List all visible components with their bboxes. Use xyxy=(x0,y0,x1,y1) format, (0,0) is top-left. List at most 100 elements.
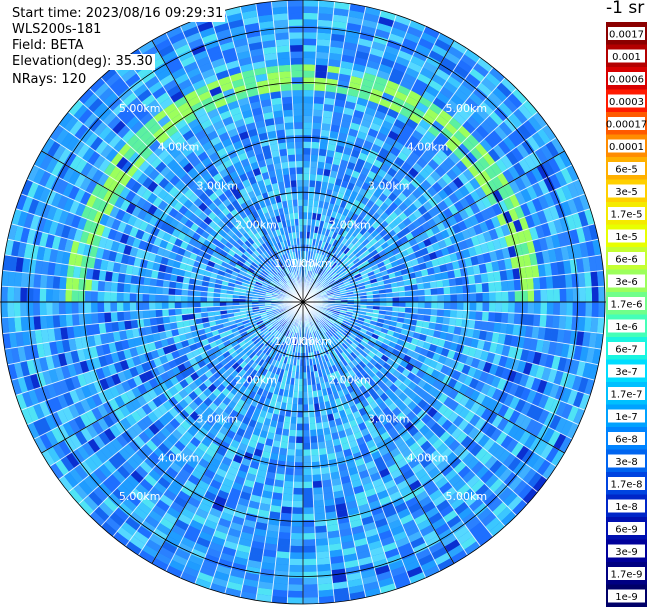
beta-cell xyxy=(453,212,464,224)
beta-cell xyxy=(343,247,351,255)
beta-cell xyxy=(303,135,312,142)
beta-cell xyxy=(486,192,498,206)
beta-cell xyxy=(333,151,343,160)
beta-cell xyxy=(342,278,350,284)
beta-cell xyxy=(439,86,454,100)
beta-cell xyxy=(360,302,367,306)
beta-cell xyxy=(500,223,511,237)
beta-cell xyxy=(431,154,444,166)
beta-cell xyxy=(433,265,441,274)
beta-cell xyxy=(491,176,504,190)
beta-cell xyxy=(303,244,306,251)
beta-cell xyxy=(358,152,369,162)
beta-cell xyxy=(174,288,182,296)
beta-cell xyxy=(446,244,456,255)
beta-cell xyxy=(347,261,355,269)
beta-cell xyxy=(414,270,423,278)
beta-cell xyxy=(39,288,47,302)
beta-cell xyxy=(448,317,457,327)
beta-cell xyxy=(418,37,435,51)
beta-cell xyxy=(289,552,303,559)
beta-cell xyxy=(393,156,405,167)
beta-cell xyxy=(540,144,554,161)
beta-cell xyxy=(527,116,543,133)
beta-cell xyxy=(462,284,470,294)
beta-cell xyxy=(318,247,324,255)
beta-cell xyxy=(438,109,453,123)
beta-cell xyxy=(529,226,539,241)
beta-cell xyxy=(366,302,374,306)
beta-cell xyxy=(480,320,489,332)
beta-cell xyxy=(516,255,525,268)
beta-cell xyxy=(325,287,332,292)
beta-cell xyxy=(330,253,337,261)
beta-cell xyxy=(371,212,381,221)
beta-cell xyxy=(315,538,329,546)
beta-cell xyxy=(585,347,595,364)
beta-cell xyxy=(149,309,157,319)
beta-cell xyxy=(323,201,330,210)
beta-cell xyxy=(325,265,332,273)
beta-cell xyxy=(488,302,496,313)
beta-cell xyxy=(46,302,53,316)
beta-cell xyxy=(464,205,475,218)
beta-cell xyxy=(123,302,130,312)
beta-cell xyxy=(422,190,433,201)
beta-cell xyxy=(303,147,312,155)
beta-cell xyxy=(493,106,509,122)
beta-cell xyxy=(349,122,361,132)
beta-cell xyxy=(339,67,353,76)
beta-cell xyxy=(129,302,137,312)
beta-cell xyxy=(488,228,499,241)
beta-cell xyxy=(329,281,337,287)
beta-cell xyxy=(425,55,442,69)
beta-cell xyxy=(303,238,307,245)
beta-cell xyxy=(33,315,42,331)
beta-cell xyxy=(293,475,303,482)
beta-cell xyxy=(503,183,515,197)
beta-cell xyxy=(303,199,309,206)
beta-cell xyxy=(559,288,567,302)
beta-cell xyxy=(303,83,315,91)
beta-cell xyxy=(473,223,483,236)
beta-cell xyxy=(392,20,409,33)
beta-cell xyxy=(401,161,413,173)
beta-cell xyxy=(512,219,523,233)
beta-cell xyxy=(352,270,360,276)
beta-cell xyxy=(468,92,484,107)
beta-cell xyxy=(355,232,363,241)
beta-cell xyxy=(136,302,143,311)
beta-cell xyxy=(334,233,342,242)
beta-cell xyxy=(303,449,312,457)
beta-cell xyxy=(332,14,349,23)
beta-cell xyxy=(472,264,481,275)
beta-cell xyxy=(129,292,137,302)
beta-cell xyxy=(410,55,426,68)
beta-cell xyxy=(425,85,440,98)
beta-cell xyxy=(372,159,384,169)
beta-cell xyxy=(582,331,591,348)
beta-cell xyxy=(280,512,292,520)
beta-cell xyxy=(556,260,565,276)
beta-cell xyxy=(308,199,314,207)
beta-cell xyxy=(384,215,394,225)
beta-cell xyxy=(584,271,592,288)
beta-cell xyxy=(369,47,385,58)
beta-cell xyxy=(518,324,527,338)
beta-cell xyxy=(388,33,405,45)
beta-cell xyxy=(411,129,424,141)
beta-cell xyxy=(168,308,176,317)
beta-cell xyxy=(536,128,551,145)
beta-cell xyxy=(379,302,387,307)
beta-cell xyxy=(448,204,459,216)
beta-cell xyxy=(341,229,349,238)
beta-cell xyxy=(410,178,421,189)
beta-cell xyxy=(351,315,359,320)
beta-cell xyxy=(425,228,435,238)
beta-cell xyxy=(313,90,326,98)
beta-cell xyxy=(293,468,303,476)
beta-cell xyxy=(517,124,532,140)
beta-cell xyxy=(311,141,320,149)
beta-cell xyxy=(591,302,599,318)
beta-cell xyxy=(332,286,339,291)
